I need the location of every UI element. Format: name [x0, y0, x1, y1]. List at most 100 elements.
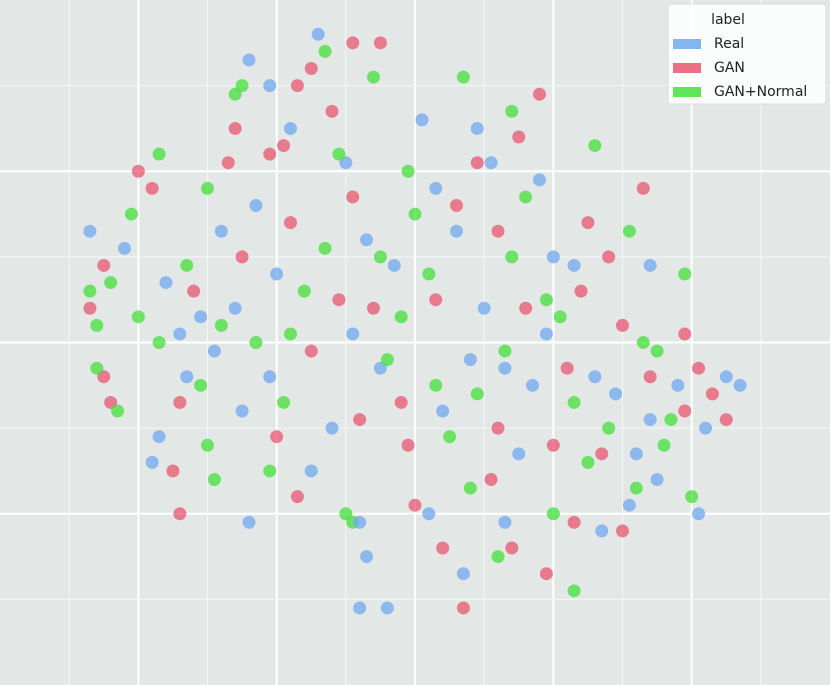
point: [470, 156, 484, 170]
point: [595, 447, 609, 461]
point: [242, 515, 256, 529]
point: [124, 207, 138, 221]
point: [456, 601, 470, 615]
point: [629, 447, 643, 461]
point: [588, 370, 602, 384]
point: [567, 258, 581, 272]
legend-label: GAN: [714, 60, 745, 76]
legend-label: GAN+Normal: [714, 84, 807, 100]
point: [505, 541, 519, 555]
point: [643, 370, 657, 384]
point: [643, 258, 657, 272]
point: [367, 301, 380, 315]
point: [214, 224, 228, 238]
legend-label: Real: [714, 36, 744, 52]
point: [533, 87, 546, 101]
point: [332, 293, 346, 307]
point: [546, 250, 560, 264]
point: [304, 464, 318, 478]
point: [533, 173, 546, 187]
point: [484, 473, 498, 486]
point: [380, 601, 394, 615]
point: [456, 70, 470, 84]
point: [83, 301, 97, 315]
point: [277, 395, 291, 409]
point: [602, 421, 616, 435]
point: [304, 62, 318, 75]
point: [622, 224, 636, 238]
points: [83, 27, 747, 615]
point: [353, 413, 367, 427]
point: [145, 181, 159, 195]
point: [719, 370, 733, 384]
point: [373, 250, 387, 264]
point: [636, 336, 650, 349]
point: [311, 27, 325, 41]
point: [643, 413, 657, 427]
point: [622, 498, 636, 512]
point: [367, 70, 380, 84]
point: [380, 353, 394, 367]
point: [678, 267, 692, 281]
point: [408, 207, 422, 221]
point: [290, 490, 304, 504]
point: [249, 199, 263, 212]
point: [539, 327, 553, 341]
point: [429, 293, 443, 307]
point: [539, 567, 553, 581]
point: [194, 310, 208, 324]
point: [83, 224, 97, 238]
point: [539, 293, 553, 307]
point: [491, 421, 505, 435]
point: [284, 327, 297, 341]
point: [526, 378, 540, 392]
point: [152, 147, 166, 161]
point: [450, 199, 463, 212]
point: [318, 241, 332, 255]
point: [235, 404, 249, 418]
point: [180, 258, 194, 272]
point: [505, 250, 519, 264]
point: [152, 336, 166, 349]
point: [429, 181, 443, 195]
point: [408, 498, 422, 512]
point: [173, 507, 187, 521]
point: [304, 344, 318, 358]
point: [415, 113, 429, 127]
point: [187, 284, 201, 298]
point: [512, 447, 526, 461]
point: [173, 395, 187, 409]
point: [685, 490, 699, 504]
point: [588, 139, 602, 153]
point: [228, 121, 242, 135]
point: [546, 438, 560, 452]
point: [173, 327, 187, 341]
point: [263, 464, 277, 478]
legend-swatch: [673, 63, 701, 73]
point: [581, 455, 595, 469]
point: [290, 79, 304, 93]
point: [346, 36, 360, 50]
point: [159, 276, 173, 290]
point: [118, 241, 131, 255]
point: [567, 395, 581, 409]
point: [373, 36, 387, 50]
point: [201, 438, 214, 452]
legend-title: label: [711, 12, 745, 28]
point: [609, 387, 623, 401]
point: [519, 301, 533, 315]
point: [450, 224, 463, 238]
point: [394, 310, 408, 324]
point: [270, 267, 284, 281]
point: [360, 550, 374, 564]
point: [671, 378, 685, 392]
point: [546, 507, 560, 521]
point: [567, 515, 581, 529]
point: [318, 44, 332, 58]
point: [595, 524, 609, 538]
point: [470, 121, 484, 135]
point: [553, 310, 567, 324]
point: [228, 301, 242, 315]
point: [574, 284, 588, 298]
